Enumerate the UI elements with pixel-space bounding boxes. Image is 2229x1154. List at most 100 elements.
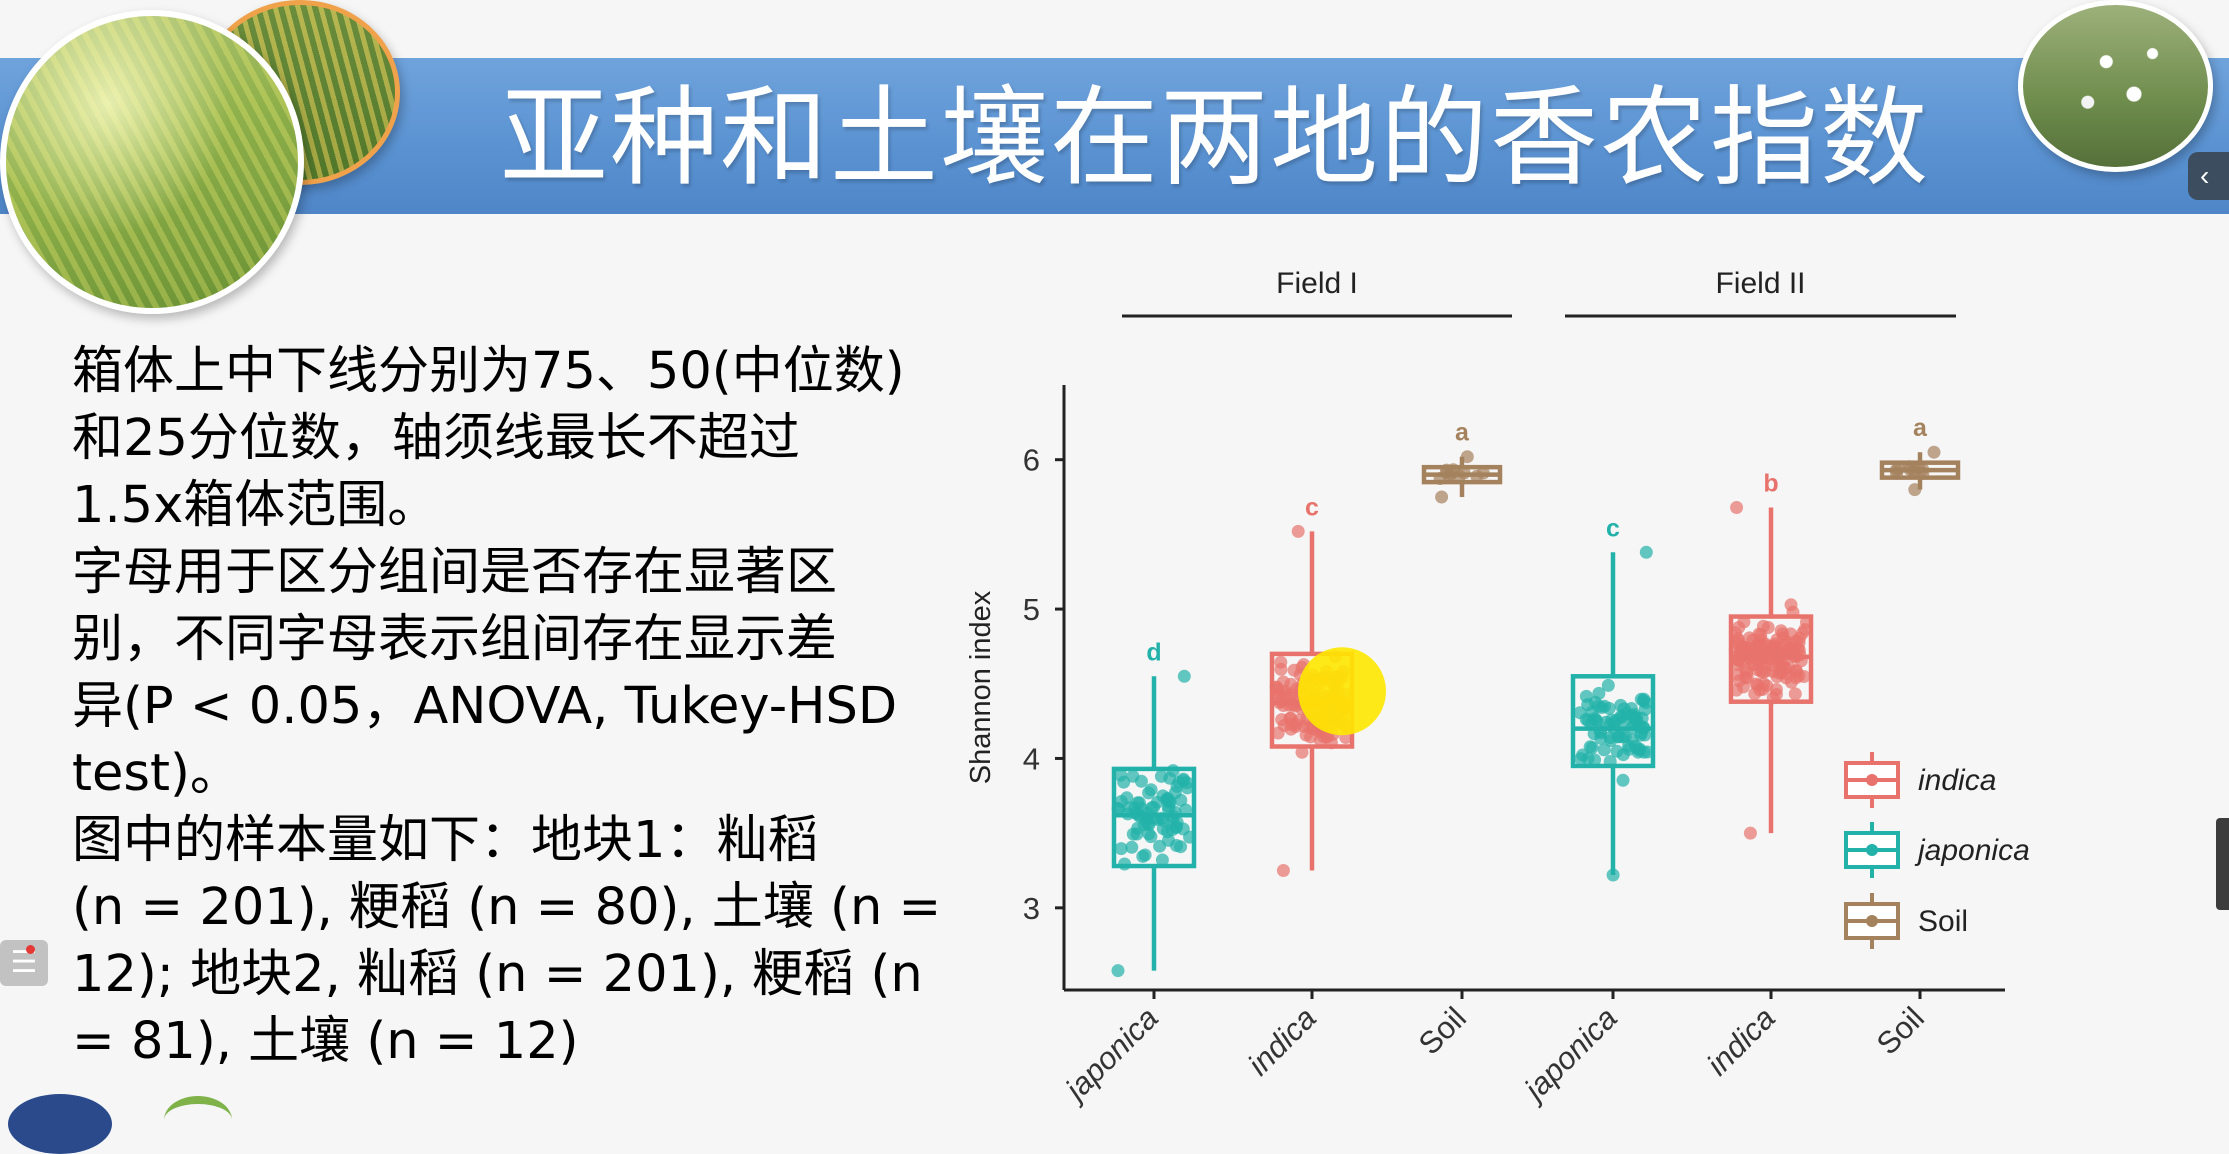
legend-label: Soil	[1918, 905, 1968, 938]
y-tick-label: 5	[1023, 592, 1040, 627]
data-point	[1607, 716, 1621, 730]
desc-line: 1.5x箱体范围。	[72, 476, 439, 535]
data-point	[1756, 666, 1770, 680]
data-point	[1622, 742, 1636, 756]
data-point	[1274, 662, 1288, 676]
data-point	[1291, 524, 1305, 538]
box-rect	[1570, 674, 1656, 769]
data-point	[1165, 823, 1179, 837]
data-point	[1784, 598, 1798, 612]
desc-line: 异(P < 0.05，ANOVA, Tukey-HSD	[72, 677, 898, 736]
leaf-logo	[164, 1096, 232, 1144]
menu-icon[interactable]: ☰	[0, 940, 48, 986]
desc-line: 图中的样本量如下：地块1：籼稻	[72, 811, 819, 870]
significance-letter: c	[1305, 493, 1319, 521]
data-point	[1743, 826, 1757, 840]
data-point	[1740, 666, 1754, 680]
data-point	[1610, 744, 1624, 758]
data-point	[1637, 745, 1651, 759]
data-point	[1114, 768, 1128, 782]
data-point	[1798, 623, 1812, 637]
data-point	[1759, 637, 1773, 651]
data-point	[1144, 830, 1158, 844]
data-point	[1114, 842, 1128, 856]
data-point	[1168, 786, 1182, 800]
y-tick-label: 4	[1023, 741, 1040, 776]
desc-line: 别，不同字母表示组间存在显示差	[72, 610, 838, 669]
data-point	[1170, 839, 1183, 852]
data-point	[1769, 688, 1783, 701]
significance-letter: b	[1763, 469, 1778, 497]
desc-line: 箱体上中下线分别为75、50(中位数)	[72, 342, 905, 401]
data-point	[1134, 774, 1148, 788]
data-point	[1295, 745, 1309, 759]
data-point	[1581, 698, 1595, 712]
data-point	[1730, 501, 1744, 514]
data-point	[1154, 769, 1168, 783]
data-point	[1736, 680, 1750, 694]
data-point	[1792, 636, 1806, 650]
data-point	[1639, 545, 1653, 559]
flower-photo	[2018, 0, 2213, 172]
data-point	[1576, 748, 1590, 762]
data-point	[1782, 642, 1796, 655]
data-point	[1789, 671, 1803, 685]
desc-line: test)。	[72, 744, 241, 803]
y-tick-label: 6	[1023, 443, 1040, 478]
legend-key-point	[1866, 915, 1878, 927]
data-point	[1770, 633, 1784, 647]
x-tick-label: Soil	[1870, 1000, 1931, 1061]
x-tick-label: indica	[1700, 1000, 1782, 1082]
data-point	[1133, 796, 1146, 810]
data-point	[1616, 773, 1630, 787]
x-tick-label: indica	[1241, 1000, 1323, 1082]
x-tick-label: Soil	[1412, 1000, 1473, 1061]
data-point	[1155, 853, 1169, 867]
data-point	[1592, 686, 1606, 700]
slide-title: 亚种和土壤在两地的香农指数	[500, 76, 1931, 201]
chevron-left-icon[interactable]: ‹	[2188, 152, 2229, 200]
significance-letter: a	[1455, 419, 1470, 447]
data-point	[1285, 718, 1299, 731]
data-point	[1927, 445, 1941, 459]
significance-letter: a	[1913, 414, 1928, 442]
desc-line: 字母用于区分组间是否存在显著区	[72, 543, 838, 602]
data-point	[1304, 730, 1318, 744]
notification-dot	[26, 945, 35, 954]
significance-letter: d	[1146, 638, 1161, 666]
data-point	[1617, 702, 1631, 716]
data-point	[1590, 714, 1604, 728]
data-point	[1606, 868, 1620, 882]
data-point	[1579, 712, 1593, 726]
data-point	[1276, 675, 1290, 689]
data-point	[1276, 864, 1290, 877]
university-logo	[8, 1094, 112, 1154]
facet-label: Field II	[1715, 267, 1805, 300]
desc-line: = 81), 土壤 (n = 12)	[72, 1012, 579, 1071]
shannon-index-boxplot: Field I Field II 3 4 5 6 Shannon index d japonic…	[965, 267, 2030, 1109]
significance-letter: c	[1606, 514, 1620, 542]
data-point	[1156, 789, 1170, 803]
data-point	[1788, 687, 1802, 701]
description-text: 箱体上中下线分别为75、50(中位数) 和25分位数，轴须线最长不超过 1.5x…	[72, 338, 972, 1075]
data-point	[1637, 692, 1651, 706]
data-point	[1123, 801, 1137, 815]
data-point	[1144, 783, 1158, 797]
cursor-highlight	[1298, 647, 1386, 736]
data-point	[1177, 669, 1191, 683]
side-scroll-handle[interactable]	[2216, 818, 2229, 910]
data-point	[1111, 964, 1125, 978]
data-point	[1597, 743, 1611, 757]
data-point	[1153, 839, 1167, 853]
y-tick-label: 3	[1023, 891, 1040, 926]
data-point	[1630, 711, 1644, 725]
desc-line: 12); 地块2, 籼稻 (n = 201), 粳稻 (n	[72, 945, 923, 1004]
data-point	[1435, 490, 1449, 504]
x-tick-label: japonica	[1056, 1000, 1165, 1109]
data-point	[1588, 753, 1602, 767]
facet-label: Field I	[1276, 267, 1358, 300]
data-point	[1601, 678, 1615, 692]
desc-line: (n = 201), 粳稻 (n = 80), 土壤 (n =	[72, 878, 942, 937]
data-point	[1145, 801, 1159, 815]
data-point	[1138, 848, 1152, 862]
